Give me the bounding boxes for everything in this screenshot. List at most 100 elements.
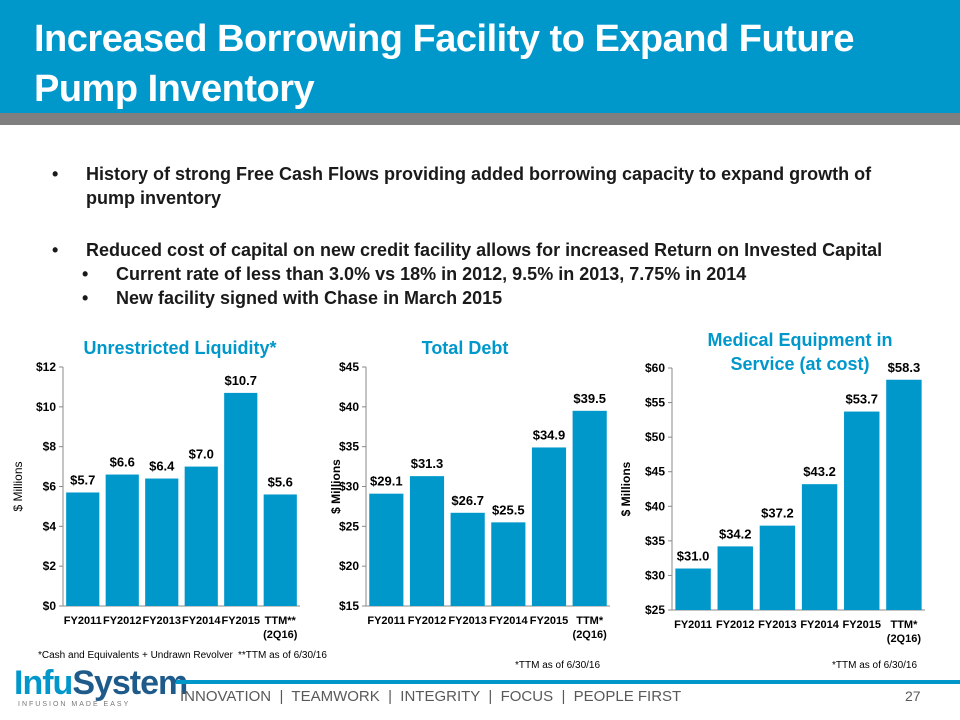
data-label: $5.6 xyxy=(268,474,293,489)
data-label: $58.3 xyxy=(888,360,921,375)
y-tick-label: $12 xyxy=(36,360,56,374)
data-label: $39.5 xyxy=(573,391,606,406)
bar xyxy=(105,474,139,606)
y-tick-label: $20 xyxy=(339,559,359,573)
y-tick-label: $15 xyxy=(339,599,359,613)
y-tick-label: $6 xyxy=(43,480,57,494)
x-tick-label: FY2012 xyxy=(716,619,755,631)
bar xyxy=(717,546,753,610)
chart-title-equipment: Medical Equipment in Service (at cost) xyxy=(707,330,893,374)
title-rule xyxy=(0,113,960,125)
y-axis-label: $ Millions xyxy=(329,459,343,514)
x-tick-label: FY2014 xyxy=(182,615,221,627)
y-tick-label: $10 xyxy=(36,400,56,414)
x-tick-label: FY2012 xyxy=(103,615,142,627)
chart-title-debt: Total Debt xyxy=(421,338,509,358)
bar xyxy=(145,478,179,606)
y-tick-label: $25 xyxy=(645,603,665,617)
y-axis-label: $ Millions xyxy=(11,461,25,511)
data-label: $34.2 xyxy=(719,526,752,541)
y-tick-label: $35 xyxy=(339,440,359,454)
bar xyxy=(263,494,297,606)
x-tick-label: FY2011 xyxy=(367,615,405,627)
y-tick-label: $30 xyxy=(339,480,359,494)
x-tick-label: FY2014 xyxy=(800,619,839,631)
x-tick-label: TTM** xyxy=(265,615,297,627)
x-tick-label: FY2013 xyxy=(758,619,797,631)
slide-title: Increased Borrowing Facility to Expand F… xyxy=(34,18,854,110)
x-tick-label: TTM* xyxy=(890,619,918,631)
data-label: $5.7 xyxy=(70,472,95,487)
data-label: $7.0 xyxy=(189,447,214,462)
bar xyxy=(369,493,404,606)
data-label: $26.7 xyxy=(451,493,484,508)
x-tick-label: (2Q16) xyxy=(887,633,922,645)
y-axis-label: $ Millions xyxy=(619,461,633,516)
y-tick-label: $0 xyxy=(43,599,57,613)
footer-rule xyxy=(176,680,960,684)
bar xyxy=(759,525,796,610)
x-tick-label: FY2014 xyxy=(489,615,528,627)
y-tick-label: $30 xyxy=(645,568,665,582)
x-tick-label: FY2012 xyxy=(408,615,447,627)
bar xyxy=(675,568,711,610)
y-tick-label: $40 xyxy=(645,499,665,513)
data-label: $43.2 xyxy=(803,464,836,479)
bar xyxy=(66,492,100,606)
y-tick-label: $55 xyxy=(645,396,665,410)
company-values: INNOVATION | TEAMWORK | INTEGRITY | FOCU… xyxy=(180,688,682,705)
data-label: $53.7 xyxy=(845,392,878,407)
x-tick-label: (2Q16) xyxy=(263,629,298,641)
bar xyxy=(491,522,526,606)
bar xyxy=(801,484,838,610)
data-label: $6.6 xyxy=(110,455,135,470)
note-ttm-2: *TTM as of 6/30/16 xyxy=(515,660,601,671)
x-tick-label: FY2013 xyxy=(448,615,487,627)
logo-tagline: INFUSION MADE EASY xyxy=(18,701,131,708)
y-tick-label: $45 xyxy=(339,360,359,374)
x-tick-label: FY2011 xyxy=(64,615,102,627)
bar xyxy=(450,512,485,606)
chart-title-liquidity: Unrestricted Liquidity* xyxy=(83,338,277,358)
data-label: $34.9 xyxy=(533,427,566,442)
note-liquidity-def: *Cash and Equivalents + Undrawn Revolver xyxy=(38,650,233,661)
x-tick-label: FY2015 xyxy=(842,619,881,631)
data-label: $6.4 xyxy=(149,459,175,474)
data-label: $29.1 xyxy=(370,474,403,489)
x-tick-label: (2Q16) xyxy=(573,629,608,641)
x-tick-label: FY2015 xyxy=(530,615,569,627)
data-label: $31.3 xyxy=(411,456,444,471)
note-ttm-1: **TTM as of 6/30/16 xyxy=(238,650,327,661)
bar xyxy=(184,466,218,606)
bar xyxy=(572,410,607,606)
x-tick-label: FY2015 xyxy=(221,615,260,627)
sub-bullet-2: • New facility signed with Chase in March… xyxy=(82,288,503,308)
x-tick-label: FY2013 xyxy=(142,615,181,627)
y-tick-label: $35 xyxy=(645,534,665,548)
bullet-2: • Reduced cost of capital on new credit f… xyxy=(52,240,883,260)
bullet-1: • History of strong Free Cash Flows provi… xyxy=(52,164,872,208)
y-tick-label: $60 xyxy=(645,361,665,375)
bar xyxy=(224,392,258,606)
note-ttm-3: *TTM as of 6/30/16 xyxy=(832,660,918,671)
y-tick-label: $2 xyxy=(43,559,57,573)
bar xyxy=(409,476,445,606)
bar xyxy=(531,447,567,606)
y-tick-label: $8 xyxy=(43,440,57,454)
y-tick-label: $40 xyxy=(339,400,359,414)
bar xyxy=(844,411,880,610)
x-tick-label: TTM* xyxy=(576,615,604,627)
data-label: $31.0 xyxy=(677,549,710,564)
y-tick-label: $50 xyxy=(645,430,665,444)
x-tick-label: FY2011 xyxy=(674,619,712,631)
data-label: $25.5 xyxy=(492,502,525,517)
data-label: $37.2 xyxy=(761,506,794,521)
infusystem-logo: InfuSystem xyxy=(14,664,188,702)
y-tick-label: $25 xyxy=(339,519,359,533)
sub-bullet-1: • Current rate of less than 3.0% vs 18% i… xyxy=(82,264,747,284)
page-number: 27 xyxy=(905,688,921,704)
data-label: $10.7 xyxy=(224,373,257,388)
title-banner xyxy=(0,0,960,113)
y-tick-label: $45 xyxy=(645,465,665,479)
